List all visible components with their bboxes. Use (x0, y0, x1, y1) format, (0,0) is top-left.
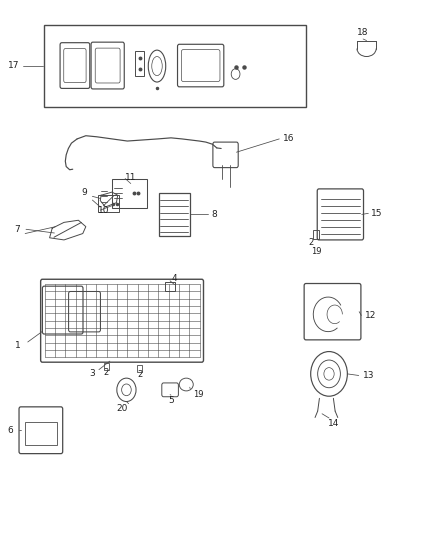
Text: 6: 6 (7, 426, 13, 435)
Bar (99, 195, 120, 212)
Text: 20: 20 (117, 405, 128, 414)
Text: 15: 15 (371, 209, 383, 218)
Text: 9: 9 (81, 188, 88, 197)
Text: 13: 13 (363, 371, 374, 380)
Bar (165, 282, 175, 292)
Text: 8: 8 (212, 210, 218, 219)
Text: 5: 5 (168, 396, 174, 405)
Bar (159, 192, 190, 236)
Bar (112, 179, 147, 208)
Text: 2: 2 (104, 368, 109, 377)
Text: 17: 17 (8, 61, 20, 70)
Bar (138, 366, 142, 372)
Bar (135, 51, 144, 76)
Text: 7: 7 (14, 225, 20, 234)
Text: 14: 14 (328, 419, 339, 428)
Bar (25, 422, 57, 445)
Text: 19: 19 (193, 390, 203, 399)
Text: 16: 16 (283, 134, 295, 143)
Bar (44, 25, 306, 107)
Text: 19: 19 (311, 247, 321, 256)
Text: 1: 1 (15, 341, 21, 350)
Text: 2: 2 (308, 238, 313, 247)
Bar (104, 364, 109, 369)
Text: 3: 3 (89, 369, 95, 378)
Bar (313, 230, 318, 239)
Text: 12: 12 (365, 311, 377, 320)
Text: 2: 2 (137, 370, 142, 379)
Text: 10: 10 (98, 206, 109, 215)
Text: 4: 4 (172, 273, 177, 282)
Text: 11: 11 (125, 173, 137, 182)
Text: 18: 18 (357, 28, 369, 37)
